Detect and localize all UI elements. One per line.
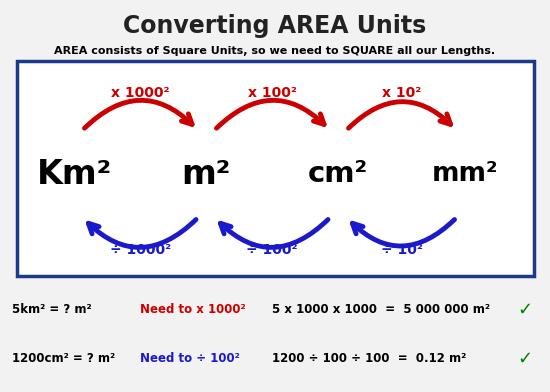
Text: ÷ 10²: ÷ 10² [381, 243, 422, 257]
Text: cm²: cm² [308, 160, 369, 189]
Text: Converting AREA Units: Converting AREA Units [123, 14, 427, 38]
Text: ✓: ✓ [518, 301, 533, 319]
Text: x 100²: x 100² [248, 86, 296, 100]
Text: ÷ 100²: ÷ 100² [246, 243, 298, 257]
Text: 5km² = ? m²: 5km² = ? m² [12, 303, 92, 316]
Text: mm²: mm² [432, 162, 498, 187]
Text: Need to ÷ 100²: Need to ÷ 100² [140, 352, 240, 365]
Text: m²: m² [182, 158, 231, 191]
Text: 1200 ÷ 100 ÷ 100  =  0.12 m²: 1200 ÷ 100 ÷ 100 = 0.12 m² [272, 352, 466, 365]
Text: ✓: ✓ [518, 350, 533, 368]
Text: ÷ 1000²: ÷ 1000² [109, 243, 171, 257]
Text: 1200cm² = ? m²: 1200cm² = ? m² [12, 352, 116, 365]
Text: x 10²: x 10² [382, 86, 421, 100]
Text: x 1000²: x 1000² [111, 86, 169, 100]
FancyBboxPatch shape [16, 61, 534, 276]
Text: Km²: Km² [37, 158, 112, 191]
Text: Need to x 1000²: Need to x 1000² [140, 303, 246, 316]
Text: 5 x 1000 x 1000  =  5 000 000 m²: 5 x 1000 x 1000 = 5 000 000 m² [272, 303, 490, 316]
Text: AREA consists of Square Units, so we need to SQUARE all our Lengths.: AREA consists of Square Units, so we nee… [54, 46, 496, 56]
